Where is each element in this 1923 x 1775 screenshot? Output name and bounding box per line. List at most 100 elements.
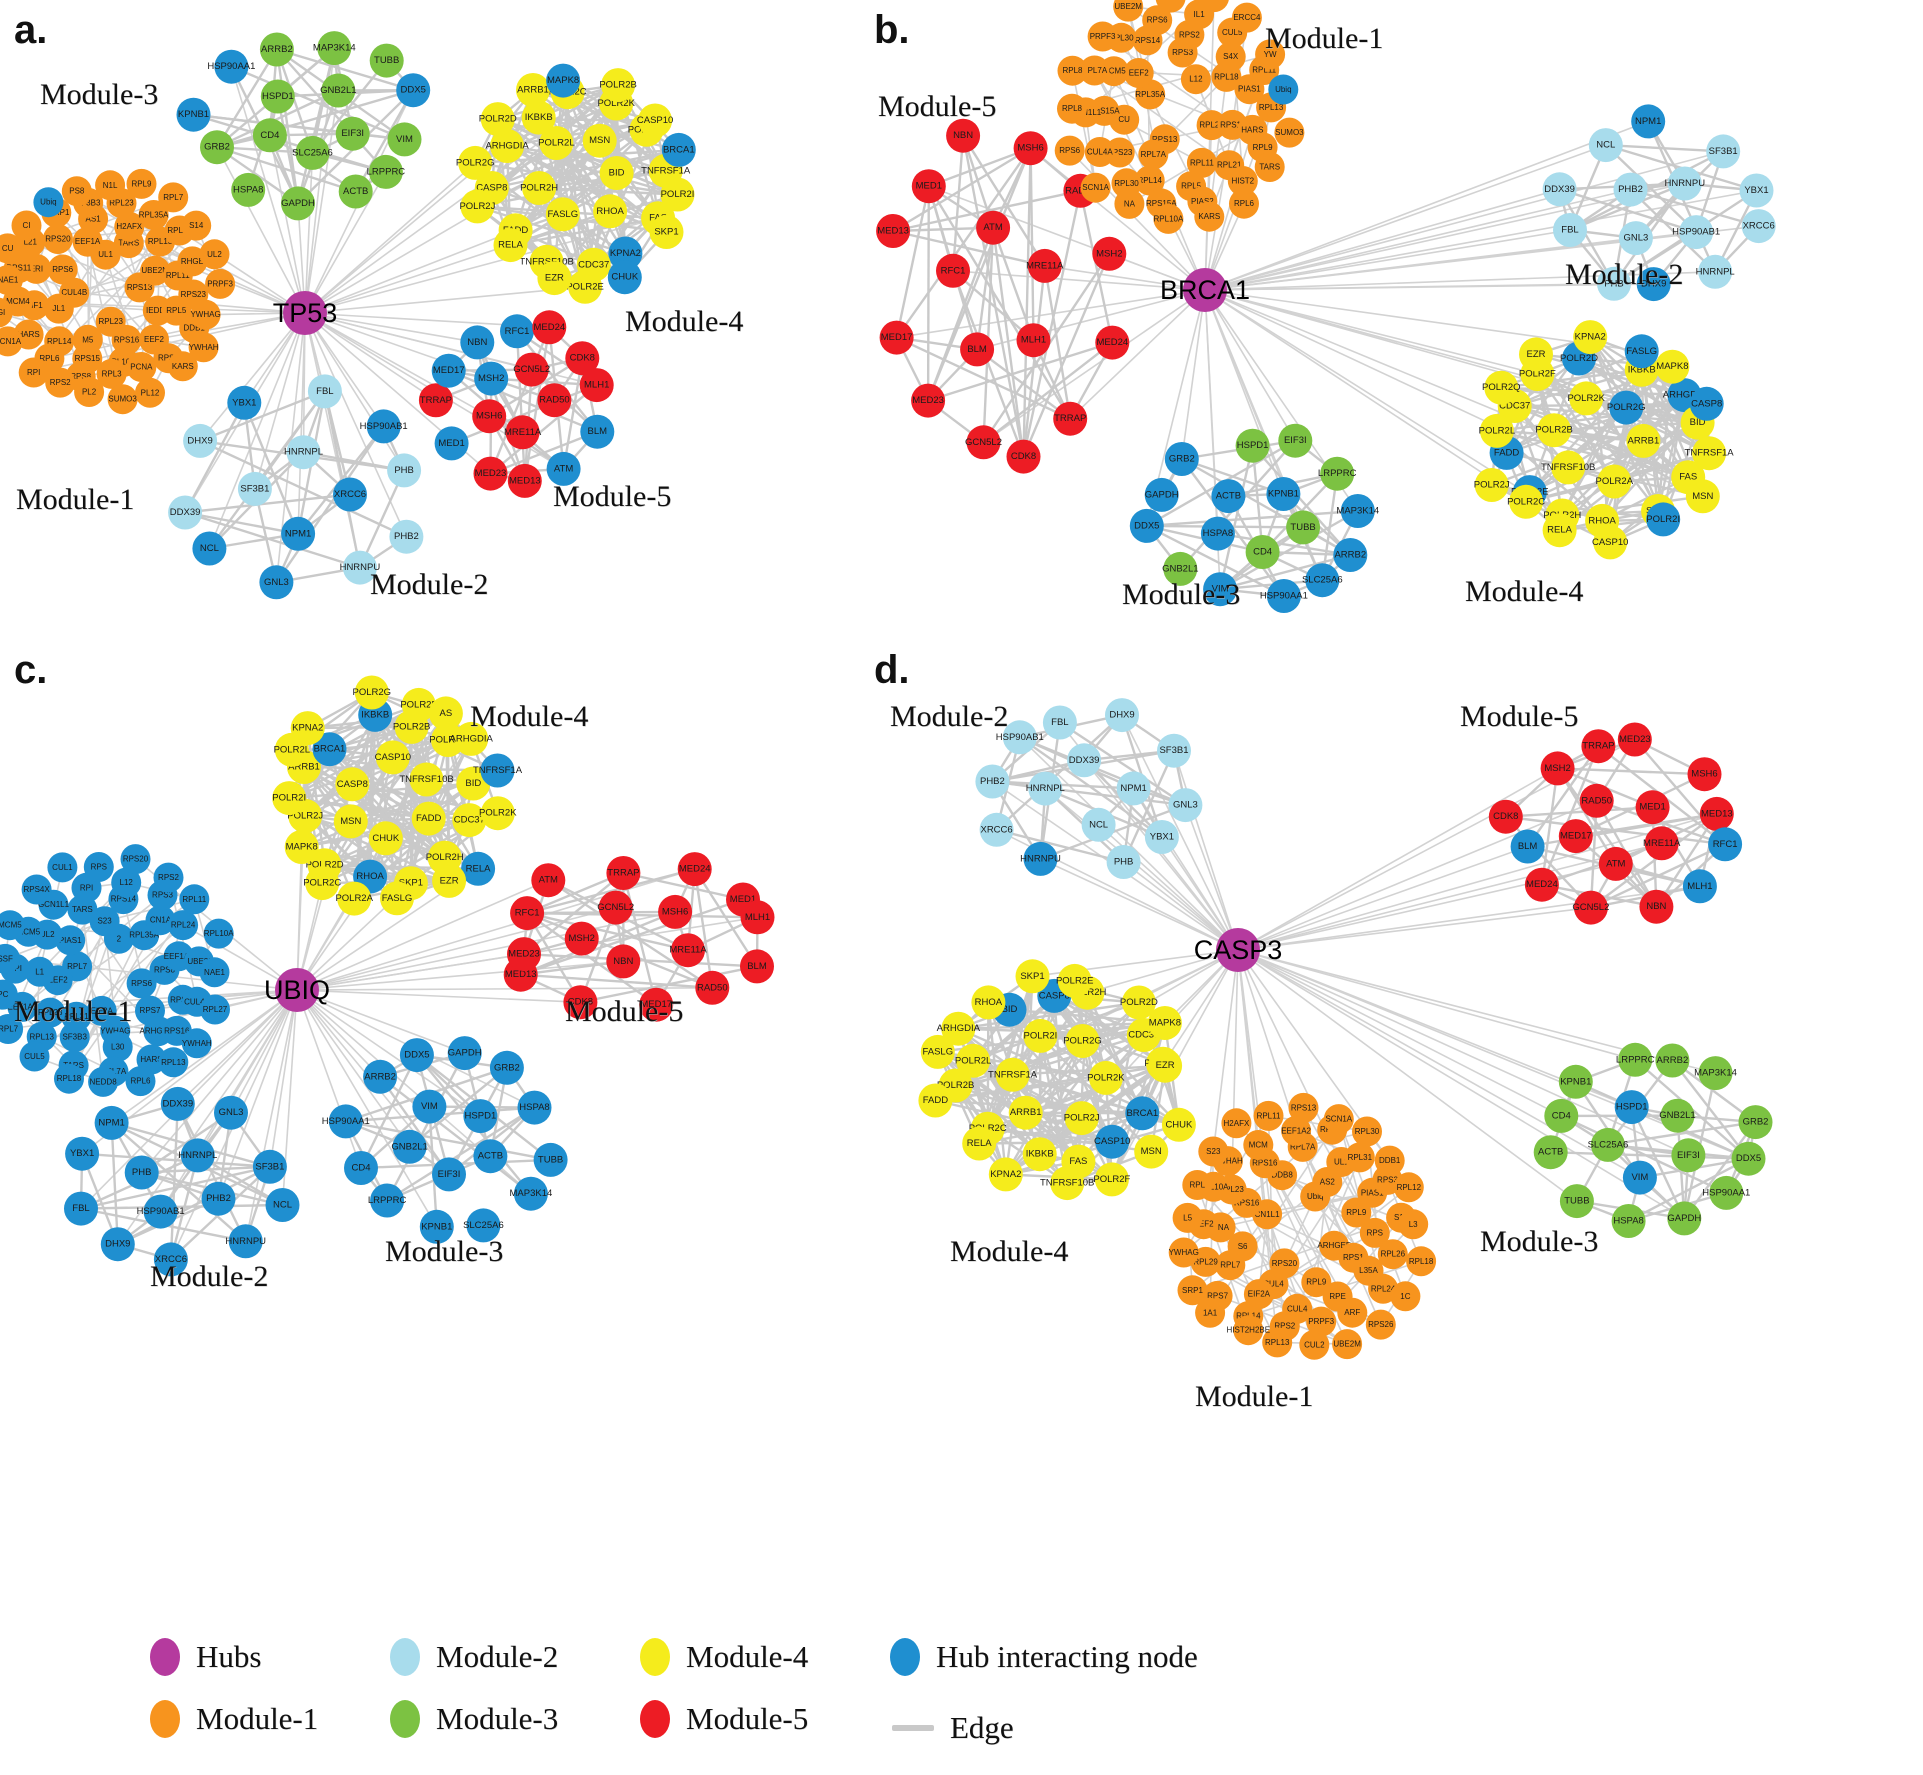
network-node[interactable]: PHB2	[389, 519, 424, 554]
network-node[interactable]: GNL3	[1168, 788, 1203, 823]
network-node[interactable]: RPS20	[42, 224, 73, 254]
network-node[interactable]: ACTB	[473, 1139, 508, 1174]
network-node[interactable]: RPL27	[200, 994, 230, 1025]
network-node[interactable]: NPM1	[281, 516, 316, 551]
network-node[interactable]: NPM1	[1116, 771, 1151, 806]
network-node[interactable]: RPL18	[1406, 1246, 1437, 1277]
network-node[interactable]: GCN5L2	[965, 425, 1002, 460]
network-node[interactable]: FADD	[411, 801, 446, 836]
network-node[interactable]: CI	[11, 210, 42, 241]
network-node[interactable]: TRRAP	[1053, 401, 1088, 436]
network-node[interactable]: RPS4X	[21, 874, 52, 905]
network-node[interactable]: FBL	[307, 374, 342, 409]
network-node[interactable]: MED13	[507, 463, 542, 498]
network-node[interactable]: YBX1	[65, 1136, 100, 1171]
network-node[interactable]: FASLG	[545, 197, 580, 232]
network-node[interactable]: CDK8	[1488, 799, 1523, 834]
network-node[interactable]: RPL10A	[203, 918, 235, 949]
network-node[interactable]: POLR2J	[1474, 468, 1510, 502]
network-node[interactable]: MSH6	[1013, 131, 1048, 166]
network-node[interactable]: MSH6	[658, 894, 693, 929]
network-node[interactable]: MLH1	[579, 368, 614, 403]
network-node[interactable]: UBE2M	[1332, 1329, 1363, 1360]
network-node[interactable]: RPL18	[54, 1063, 84, 1094]
network-node[interactable]: MSN	[582, 123, 617, 158]
network-node[interactable]: UBE2M	[1113, 0, 1144, 22]
network-node[interactable]: MAP3K14	[1336, 494, 1379, 528]
network-node[interactable]: SF3B1	[1706, 134, 1741, 169]
network-node[interactable]: MED17	[431, 353, 466, 388]
network-node[interactable]: NBN	[460, 325, 495, 360]
network-node[interactable]: DDX39	[1542, 172, 1577, 207]
network-node[interactable]: MAPK8	[546, 63, 581, 98]
network-node[interactable]: EIF3I	[432, 1157, 466, 1192]
network-node[interactable]: NBN	[1639, 889, 1674, 924]
network-node[interactable]: TRRAP	[606, 856, 641, 890]
network-node[interactable]: MLH1	[1682, 869, 1717, 904]
network-node[interactable]: MED24	[532, 310, 567, 345]
network-node[interactable]: KPNB1	[1558, 1064, 1593, 1099]
network-node[interactable]: MLH1	[1016, 323, 1051, 358]
network-node[interactable]: BRCA1	[661, 132, 696, 167]
network-node[interactable]: AS	[428, 696, 463, 731]
network-node[interactable]: MED23	[473, 456, 508, 491]
network-node[interactable]: ATM	[1598, 846, 1633, 881]
network-node[interactable]: MSH6	[472, 399, 507, 434]
network-node[interactable]: BLM	[740, 949, 774, 984]
network-node[interactable]: TUBB	[369, 43, 404, 78]
network-node[interactable]: VIM	[387, 122, 422, 157]
network-node[interactable]: ACTB	[1211, 479, 1246, 514]
network-node[interactable]: RHOA	[593, 194, 628, 229]
network-node[interactable]: FADD	[918, 1083, 953, 1118]
network-node[interactable]: PRPF3	[1087, 21, 1118, 52]
network-node[interactable]: IKBKB	[1022, 1137, 1057, 1172]
network-node[interactable]: RPL7A	[1138, 139, 1169, 170]
network-node[interactable]: HSPA8	[517, 1090, 552, 1125]
network-node[interactable]: XRCC6	[333, 477, 367, 512]
network-node[interactable]: MED24	[677, 852, 712, 887]
network-node[interactable]: EIF3I	[335, 116, 370, 151]
network-node[interactable]: GNL3	[1618, 221, 1653, 256]
network-node[interactable]: TRRAP	[1581, 729, 1616, 764]
network-node[interactable]: RELA	[1542, 513, 1577, 548]
network-node[interactable]: ACTB	[338, 174, 373, 209]
network-node[interactable]: RPS6	[47, 254, 78, 285]
network-node[interactable]: ERCC4	[1231, 2, 1262, 33]
network-node[interactable]: MCM	[1243, 1130, 1274, 1160]
network-node[interactable]: RPL11	[179, 884, 210, 915]
network-node[interactable]: CDC37	[452, 803, 487, 838]
network-node[interactable]: MSH2	[474, 361, 509, 396]
network-node[interactable]: KPNB1	[1266, 477, 1301, 511]
network-node[interactable]: KPNA2	[988, 1157, 1023, 1192]
network-node[interactable]: RFC1	[500, 314, 534, 349]
network-node[interactable]: DDB1	[1374, 1145, 1405, 1176]
network-node[interactable]: DDX39	[168, 495, 203, 530]
network-node[interactable]: MED23	[911, 383, 946, 418]
network-node[interactable]: EIF3I	[1671, 1138, 1706, 1173]
network-node[interactable]: DDX5	[1129, 508, 1164, 543]
network-node[interactable]: MED23	[1617, 722, 1652, 757]
network-node[interactable]: GRB2	[1738, 1105, 1773, 1140]
network-node[interactable]: RPL7	[158, 182, 189, 213]
network-node[interactable]: SUMO3	[107, 384, 138, 415]
network-node[interactable]: NCL	[265, 1188, 300, 1222]
network-node[interactable]: ARRB2	[363, 1059, 398, 1094]
network-node[interactable]: RFC1	[510, 896, 545, 931]
network-node[interactable]: PRPF3	[205, 268, 236, 299]
network-node[interactable]: MAP3K14	[1694, 1056, 1737, 1091]
network-node[interactable]: FBL	[64, 1191, 98, 1226]
network-node[interactable]: MSN	[1134, 1134, 1169, 1169]
network-node[interactable]: DHX9	[100, 1227, 135, 1262]
network-node[interactable]: RPL6	[125, 1066, 156, 1097]
network-node[interactable]: PHB	[124, 1155, 159, 1190]
network-node[interactable]: RELA	[461, 851, 496, 886]
network-node[interactable]: RPS2	[45, 367, 76, 398]
network-node[interactable]: HSP90AA1	[207, 49, 255, 84]
network-node[interactable]: RAD50	[695, 970, 730, 1005]
network-node[interactable]: LRPPRC	[368, 1183, 407, 1218]
network-node[interactable]: CD4	[1544, 1098, 1579, 1133]
network-node[interactable]: RPL13	[158, 1047, 189, 1078]
network-node[interactable]: YBX1	[1144, 820, 1179, 854]
network-node[interactable]: KPNA2	[1573, 320, 1608, 355]
network-node[interactable]: RPL9	[126, 168, 157, 199]
